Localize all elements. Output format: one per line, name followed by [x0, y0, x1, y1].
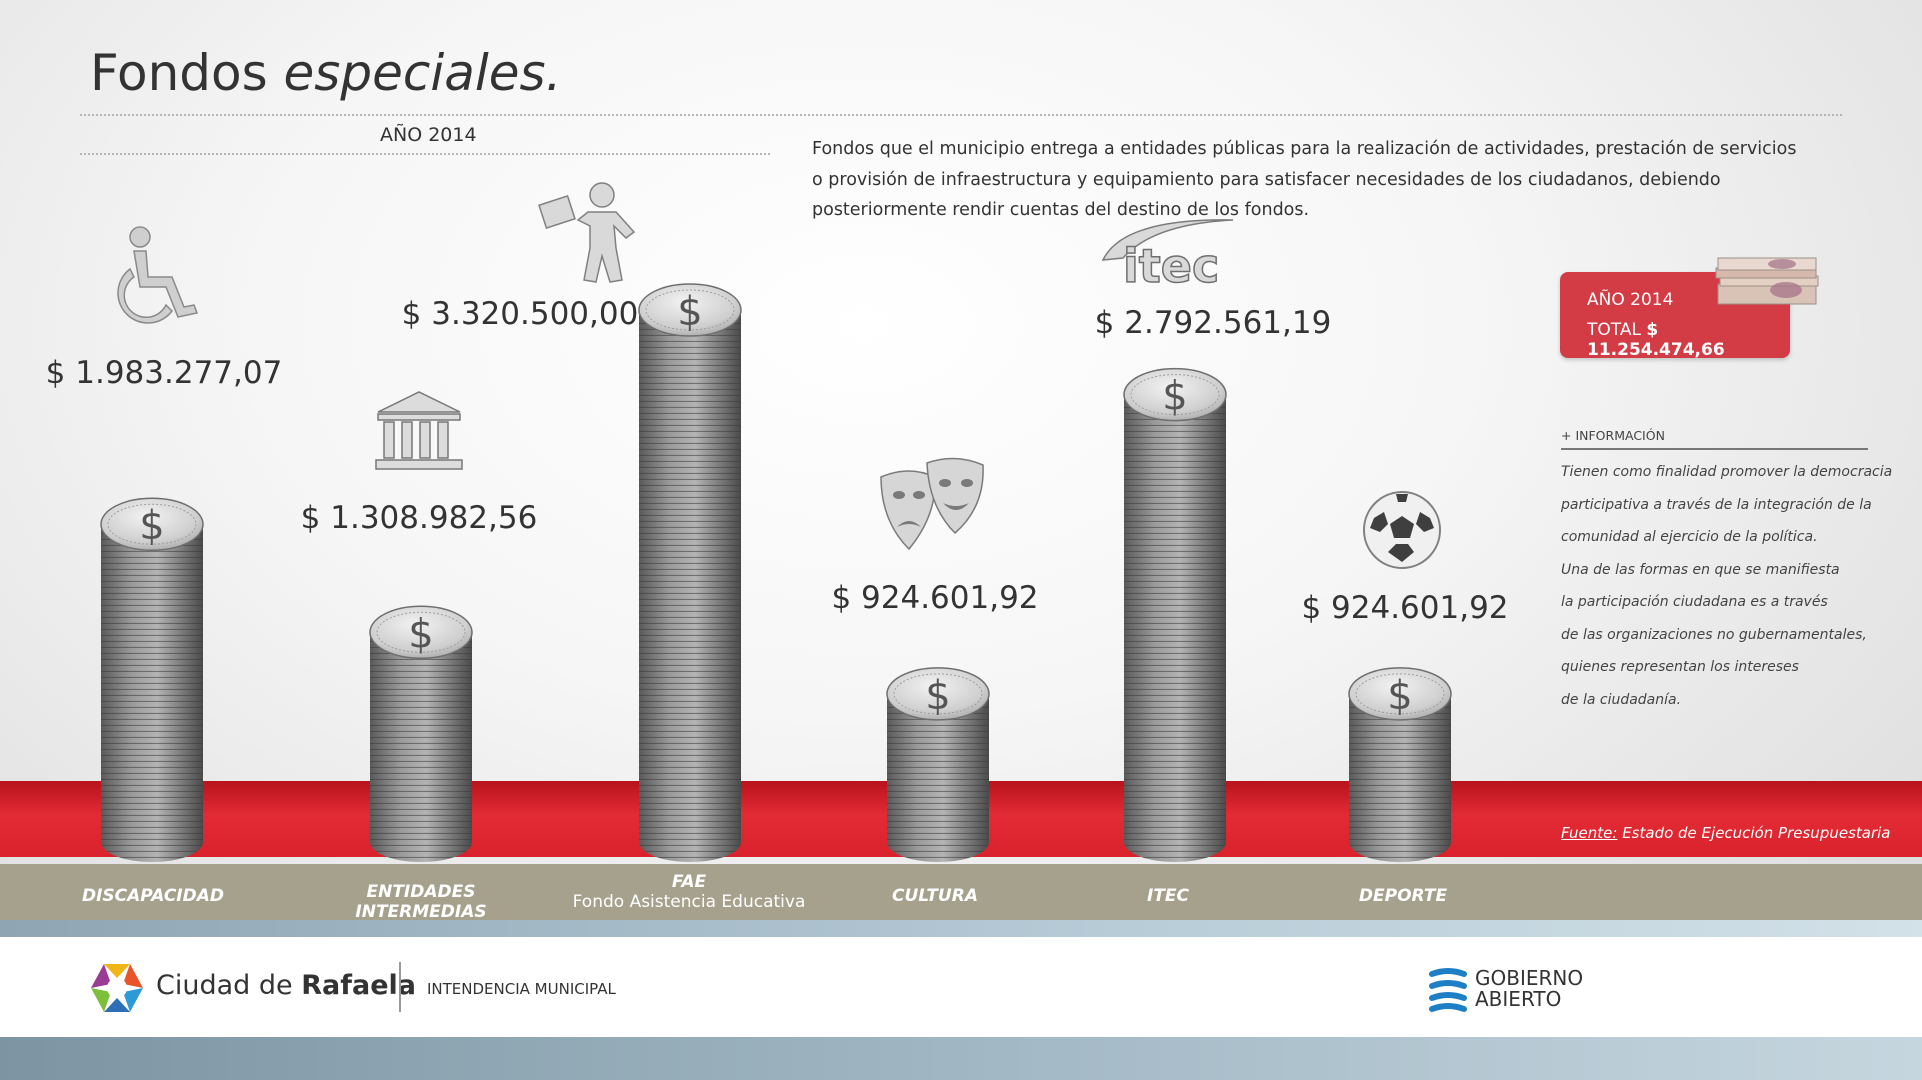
coin-top-rim	[893, 673, 983, 715]
info-line: quienes representan los intereses	[1561, 659, 1799, 675]
coin-stack-ridges	[887, 693, 989, 862]
category-label-fae: FAE	[671, 872, 707, 892]
description-text: Fondos que el municipio entrega a entida…	[812, 139, 1797, 220]
coin-dollar-symbol: $	[139, 503, 164, 549]
coin-stack-cultura: $	[886, 667, 990, 862]
coin-stack-ridges	[1349, 693, 1451, 862]
coin-dollar-symbol: $	[1387, 673, 1412, 719]
theater-masks-icon	[880, 457, 984, 551]
amount-label-itec: $ 2.792.561,19	[1094, 305, 1332, 341]
gobierno-abierto-logo-icon	[1429, 968, 1467, 1012]
gobierno-abierto-text: GOBIERNO ABIERTO	[1475, 966, 1584, 1011]
coin-top-rim	[645, 289, 735, 331]
amount-label-deporte: $ 924.601,92	[1301, 590, 1509, 626]
coin-dollar-symbol: $	[408, 611, 433, 657]
amount-label-discapacidad: $ 1.983.277,07	[45, 355, 283, 391]
blue-strip	[0, 920, 1922, 937]
title-divider	[80, 114, 1842, 116]
coin-dollar-symbol: $	[677, 289, 702, 335]
info-line: Una de las formas en que se manifiesta	[1561, 561, 1840, 578]
coin-top-rim	[376, 611, 466, 653]
coin-top-rim	[1130, 374, 1220, 416]
coin-stack-ridges	[370, 632, 472, 862]
info-line: de la ciudadanía.	[1561, 691, 1682, 708]
coin-stack-fae: $	[638, 283, 742, 862]
info-line: comunidad al ejercicio de la política.	[1561, 529, 1818, 545]
year-divider	[80, 153, 770, 155]
soccer-ball-icon	[1363, 491, 1441, 569]
svg-text:itec: itec	[1123, 239, 1219, 290]
coin-stack-ridges	[101, 524, 203, 862]
year-label: AÑO 2014	[380, 124, 477, 146]
amount-label-cultura: $ 924.601,92	[831, 580, 1039, 616]
coin-dollar-symbol: $	[925, 673, 950, 719]
info-line: participativa a través de la integración…	[1561, 496, 1872, 513]
page-title: Fondos especiales.	[90, 44, 562, 102]
coin-top	[100, 497, 204, 551]
bottom-strip	[0, 1037, 1922, 1080]
category-label-deporte: DEPORTE	[1358, 886, 1448, 906]
coin-top	[369, 605, 473, 660]
brand-name: Ciudad de Rafaela	[156, 970, 416, 1001]
wheelchair-icon	[117, 226, 199, 324]
coin-top-rim	[107, 503, 197, 545]
category-label-itec: ITEC	[1146, 886, 1190, 906]
institution-building-icon	[375, 391, 463, 470]
info-text: Tienen como finalidad promover la democr…	[1561, 456, 1901, 716]
coin-top	[1123, 367, 1227, 422]
student-icon	[538, 182, 636, 283]
amount-label-entidades: $ 1.308.982,56	[300, 500, 538, 536]
info-line: Tienen como finalidad promover la democr…	[1561, 464, 1893, 480]
total-line: TOTAL $ 11.254.474,66	[1587, 320, 1725, 360]
category-label-entidades: ENTIDADES INTERMEDIAS	[355, 882, 487, 922]
banknotes-icon	[1715, 257, 1819, 305]
coin-stack-deporte: $	[1348, 667, 1452, 862]
footer-bar	[0, 937, 1922, 1037]
coin-stack-itec: $	[1123, 367, 1227, 862]
coin-stack-discapacidad: $	[100, 497, 204, 862]
total-summary-box: AÑO 2014 TOTAL $ 11.254.474,66	[1560, 272, 1790, 360]
itec-logo-icon: itec	[1101, 219, 1234, 290]
rafaela-logo-icon	[91, 964, 143, 1012]
coin-stack-entidades: $	[369, 605, 473, 862]
coin-dollar-symbol: $	[1162, 374, 1187, 420]
info-line: la participación ciudadana es a través	[1561, 594, 1828, 610]
coin-stack-ridges	[639, 310, 741, 862]
source-note: Fuente: Estado de Ejecución Presupuestar…	[1561, 824, 1891, 842]
coin-top	[1348, 667, 1452, 721]
coin-top	[638, 283, 742, 337]
total-year: AÑO 2014	[1587, 290, 1674, 310]
brand-subtitle: INTENDENCIA MUNICIPAL	[427, 980, 616, 998]
total-value: $ 11.254.474,66	[1587, 320, 1725, 360]
category-label-band	[0, 864, 1922, 920]
category-label-discapacidad: DISCAPACIDAD	[81, 886, 225, 906]
info-line: de las organizaciones no gubernamentales…	[1561, 626, 1867, 643]
coin-stack-ridges	[1124, 394, 1226, 862]
category-label-cultura: CULTURA	[892, 886, 978, 906]
category-subtitle-fae: Fondo Asistencia Educativa	[572, 892, 806, 912]
coin-top-rim	[1355, 673, 1445, 715]
amount-label-fae: $ 3.320.500,00	[401, 296, 639, 332]
coin-top	[886, 667, 990, 721]
brand-divider	[399, 962, 401, 1012]
info-heading: + INFORMACIÓN	[1561, 428, 1868, 450]
